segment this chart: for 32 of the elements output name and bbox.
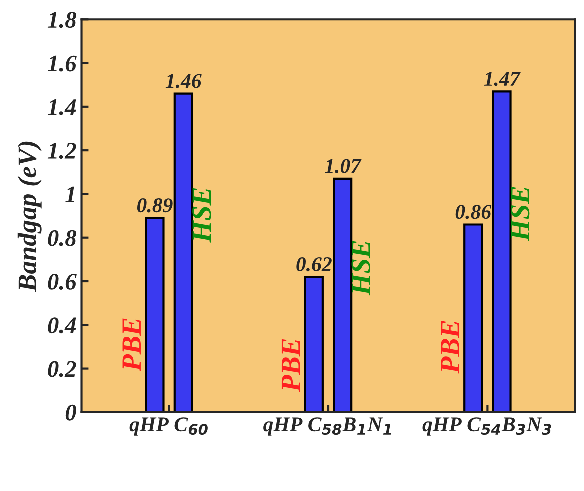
- text: PBE: [122, 318, 142, 372]
- y-tick-label: 1.8: [48, 12, 77, 28]
- data-label: 1.46: [166, 74, 202, 88]
- bar: [174, 92, 194, 412]
- data-label: 1.47: [484, 72, 521, 86]
- bar: [492, 90, 512, 412]
- data-label: 0.89: [137, 198, 173, 213]
- text: HSE: [510, 187, 530, 242]
- y-tick-label: 0.2: [48, 361, 76, 378]
- text: HSE: [192, 188, 212, 243]
- y-tick-label: 1.2: [48, 143, 76, 160]
- y-tick-label: 0.4: [48, 318, 76, 334]
- y-tick-label: 0: [66, 404, 76, 421]
- y-tick-label: 1: [66, 186, 75, 202]
- y-tick-label: 0.6: [48, 274, 77, 290]
- x-tick-label: qHP C$_{54}$B$_{3}$N$_{3}$: [422, 418, 552, 436]
- data-label: 0.62: [296, 257, 332, 272]
- y-axis-title: Bandgap (eV): [18, 142, 42, 292]
- y-tick-label: 0.8: [48, 230, 77, 246]
- bar: [304, 276, 324, 412]
- text: PBE: [282, 339, 300, 392]
- text: PBE: [441, 321, 460, 374]
- y-tick-label: 1.4: [48, 100, 76, 116]
- data-label: 0.86: [456, 205, 492, 220]
- data-label: 1.07: [325, 159, 362, 174]
- x-tick-label: qHP C$_{60}$: [130, 418, 208, 436]
- y-tick-label: 1.6: [48, 56, 77, 72]
- bar: [333, 178, 353, 412]
- text: HSE: [352, 241, 370, 296]
- bar: [145, 217, 165, 412]
- bar: [464, 224, 484, 412]
- x-tick-label: qHP C$_{58}$B$_{1}$N$_{1}$: [264, 418, 392, 436]
